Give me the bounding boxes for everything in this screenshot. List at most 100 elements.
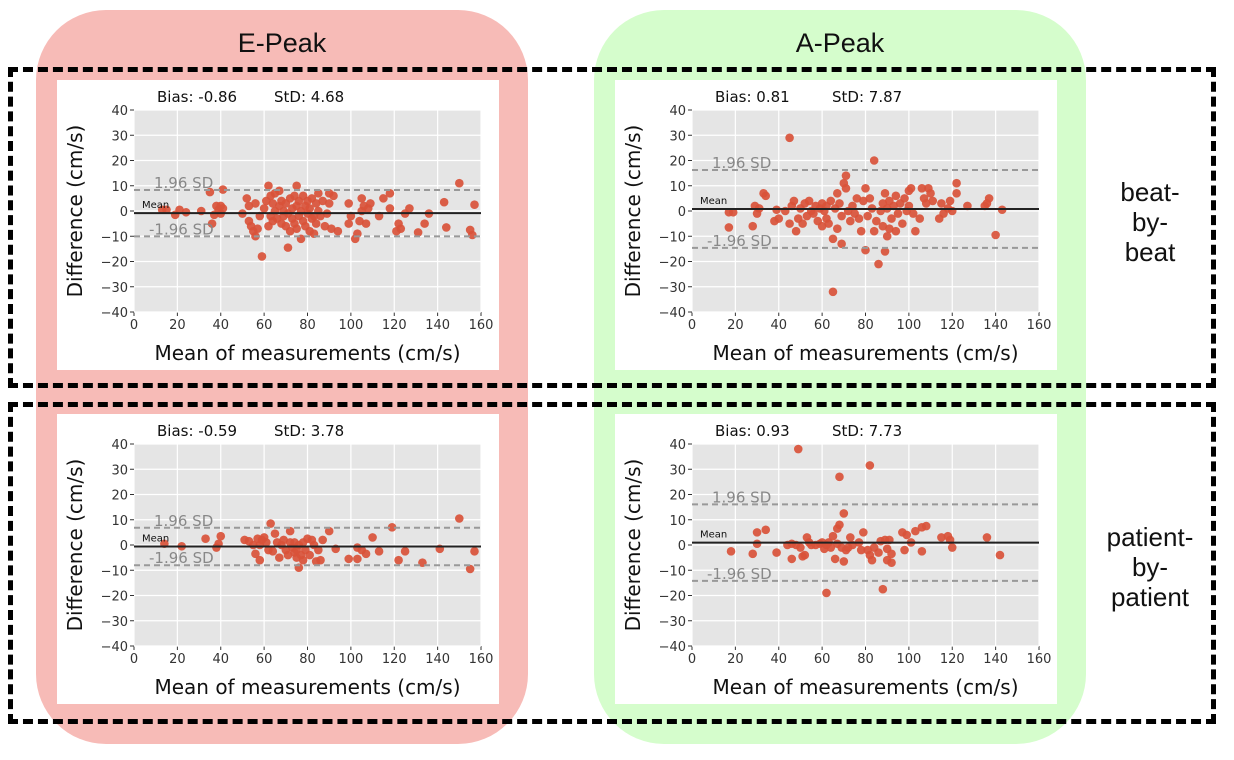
x-tick-label: 80: [857, 318, 874, 333]
data-point: [242, 194, 252, 203]
data-point: [251, 199, 260, 208]
lower-sd-label: -1.96 SD: [707, 232, 772, 250]
upper-sd-label: 1.96 SD: [712, 488, 771, 506]
data-point: [320, 221, 330, 231]
data-point: [268, 199, 278, 208]
data-point: [385, 204, 395, 213]
data-point: [218, 185, 228, 194]
data-point: [724, 223, 734, 232]
data-point: [804, 196, 814, 206]
data-point: [257, 252, 267, 261]
y-axis-label: Difference (cm/s): [621, 459, 645, 632]
y-tick-label: 30: [669, 129, 686, 144]
bias-label: Bias: 0.93: [715, 422, 790, 440]
lower-sd-label: -1.96 SD: [149, 220, 214, 238]
x-tick-label: 160: [469, 318, 494, 333]
x-tick-label: 20: [169, 318, 186, 333]
std-label: StD: 7.87: [832, 88, 902, 106]
x-tick-label: 40: [770, 652, 787, 667]
data-point: [283, 243, 293, 252]
data-point: [865, 461, 875, 470]
x-tick-label: 120: [940, 652, 965, 667]
mean-label: Mean: [700, 196, 727, 207]
data-point: [861, 183, 870, 193]
data-point: [162, 205, 171, 215]
data-point: [218, 204, 228, 213]
data-point: [952, 189, 961, 198]
data-point: [878, 584, 888, 594]
x-axis-label: Mean of measurements (cm/s): [712, 675, 1018, 699]
data-point: [394, 555, 403, 565]
data-point: [900, 545, 909, 555]
data-point: [791, 226, 801, 236]
data-point: [357, 194, 367, 203]
x-tick-label: 100: [338, 652, 363, 667]
y-tick-label: −30: [101, 615, 128, 630]
data-point: [872, 216, 881, 226]
y-tick-label: 20: [111, 489, 128, 504]
data-point: [846, 216, 855, 226]
upper-sd-label: 1.96 SD: [154, 174, 213, 192]
row-label-line: beat: [1124, 237, 1176, 267]
data-point: [835, 472, 844, 482]
row-frame-beat-by-beat: [8, 67, 1216, 388]
data-point: [387, 523, 397, 532]
data-point: [937, 533, 946, 542]
data-point: [917, 183, 927, 193]
x-tick-label: 40: [212, 318, 229, 333]
data-point: [798, 219, 807, 228]
x-tick-label: 60: [814, 318, 831, 333]
data-point: [891, 226, 901, 236]
data-point: [333, 226, 343, 236]
data-point: [846, 533, 855, 542]
data-point: [880, 247, 890, 256]
x-tick-label: 120: [940, 318, 965, 333]
row-frame-patient-by-patient: [8, 402, 1216, 724]
data-point: [311, 199, 321, 208]
data-point: [314, 189, 323, 198]
data-point: [911, 526, 920, 536]
y-tick-label: −30: [659, 615, 686, 630]
x-tick-label: 80: [299, 652, 316, 667]
data-point: [828, 531, 838, 541]
x-tick-label: 120: [382, 318, 407, 333]
y-tick-label: −40: [659, 640, 686, 655]
row-label-line: by-: [1131, 207, 1169, 237]
data-point: [789, 196, 799, 206]
x-tick-label: 0: [130, 318, 138, 333]
data-point: [396, 224, 406, 233]
x-tick-label: 40: [770, 318, 787, 333]
x-tick-label: 100: [338, 318, 363, 333]
x-tick-label: 0: [130, 652, 138, 667]
data-point: [324, 199, 334, 208]
y-tick-label: −10: [659, 230, 686, 245]
data-point: [175, 205, 184, 215]
x-axis-label: Mean of measurements (cm/s): [154, 675, 460, 699]
x-axis-label: Mean of measurements (cm/s): [712, 341, 1018, 365]
data-point: [787, 554, 797, 564]
data-point: [465, 564, 475, 574]
data-point: [824, 219, 833, 228]
data-point: [837, 239, 846, 249]
upper-sd-label: 1.96 SD: [154, 512, 213, 530]
data-point: [796, 543, 805, 552]
data-point: [379, 194, 388, 203]
data-point: [253, 224, 262, 233]
mean-label: Mean: [142, 200, 169, 211]
data-point: [292, 181, 301, 191]
data-point: [374, 547, 384, 556]
y-tick-label: 10: [669, 514, 686, 529]
data-point: [917, 547, 927, 556]
chart-a-peak-patient-by-patient: 0 20 40 60 80 100 120 140 160 −40 −30 −20 −10 0 10 20 30…: [621, 422, 1051, 699]
data-point: [902, 530, 912, 540]
x-tick-label: 60: [814, 652, 831, 667]
data-point: [292, 224, 301, 233]
data-point: [785, 133, 794, 143]
data-point: [785, 219, 794, 228]
a-peak-title: A-Peak: [795, 28, 885, 58]
data-point: [344, 554, 354, 564]
data-point: [311, 219, 321, 228]
y-tick-label: −40: [101, 640, 128, 655]
data-point: [439, 197, 449, 207]
data-point: [809, 209, 818, 218]
